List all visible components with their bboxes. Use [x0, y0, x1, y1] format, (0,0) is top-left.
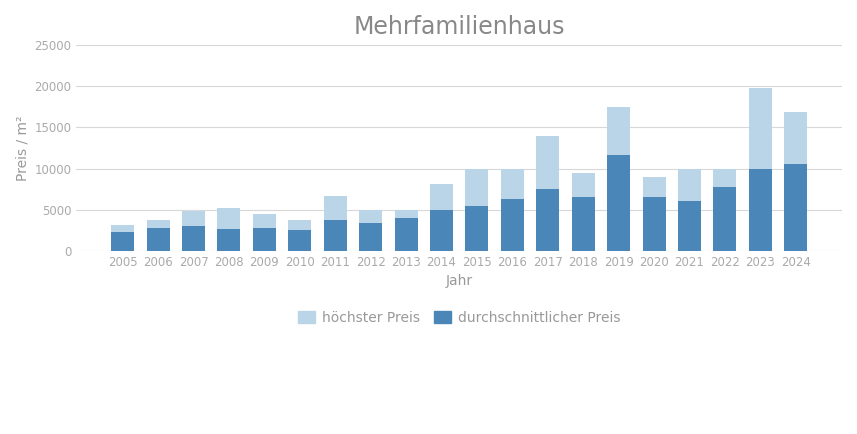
Bar — [678, 168, 701, 201]
Y-axis label: Preis / m²: Preis / m² — [15, 115, 29, 181]
Bar — [713, 187, 736, 251]
Bar — [536, 189, 560, 251]
Bar — [111, 232, 135, 251]
Bar — [394, 210, 417, 218]
X-axis label: Jahr: Jahr — [446, 274, 473, 288]
Bar — [430, 210, 453, 251]
Bar — [572, 173, 595, 197]
Bar — [111, 225, 135, 232]
Bar — [288, 220, 311, 230]
Bar — [182, 211, 205, 226]
Bar — [500, 168, 524, 199]
Bar — [288, 230, 311, 251]
Bar — [147, 220, 170, 228]
Bar — [253, 214, 276, 228]
Bar — [182, 226, 205, 251]
Bar — [253, 228, 276, 251]
Bar — [536, 136, 560, 189]
Bar — [784, 112, 807, 164]
Bar — [218, 230, 241, 251]
Bar — [500, 199, 524, 251]
Bar — [607, 155, 630, 251]
Bar — [784, 164, 807, 251]
Bar — [359, 210, 382, 223]
Legend: höchster Preis, durchschnittlicher Preis: höchster Preis, durchschnittlicher Preis — [293, 305, 626, 330]
Bar — [572, 197, 595, 251]
Bar — [713, 169, 736, 187]
Bar — [324, 220, 347, 251]
Bar — [359, 223, 382, 251]
Bar — [643, 177, 666, 197]
Bar — [218, 208, 241, 230]
Bar — [465, 207, 488, 251]
Bar — [749, 168, 772, 251]
Bar — [465, 168, 488, 207]
Bar — [749, 88, 772, 168]
Bar — [643, 197, 666, 251]
Bar — [678, 201, 701, 251]
Bar — [607, 107, 630, 155]
Bar — [430, 184, 453, 210]
Bar — [147, 228, 170, 251]
Title: Mehrfamilienhaus: Mehrfamilienhaus — [353, 15, 565, 39]
Bar — [394, 218, 417, 251]
Bar — [324, 196, 347, 220]
